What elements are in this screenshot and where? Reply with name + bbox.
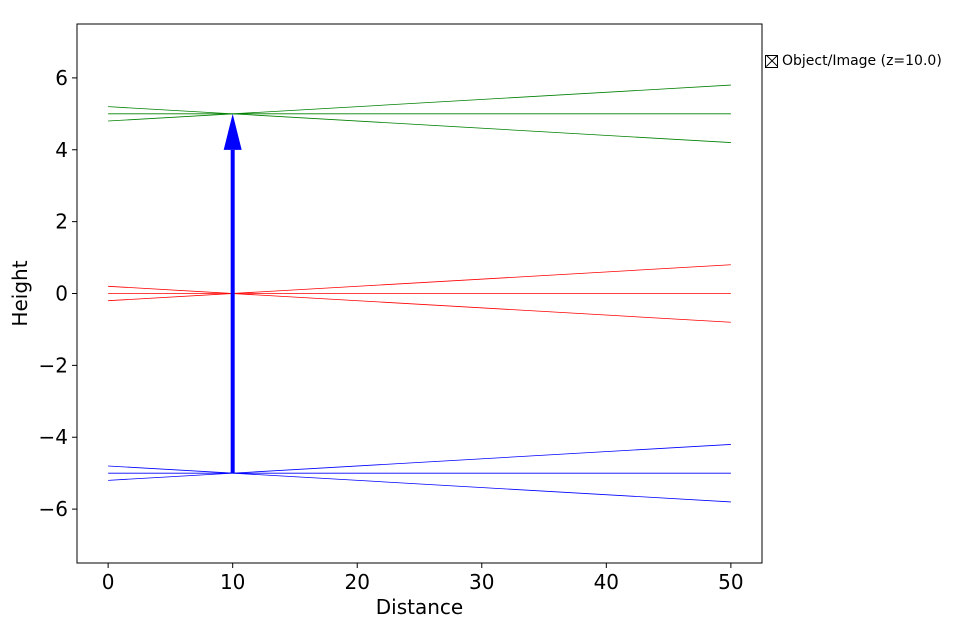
y-tick-label: 4 <box>55 138 68 162</box>
ray-line-2 <box>108 84 731 122</box>
legend: Object/Image (z=10.0) <box>765 53 942 69</box>
y-tick-label: 6 <box>55 66 68 90</box>
object-arrow-head <box>223 113 242 150</box>
legend-label: Object/Image (z=10.0) <box>782 53 942 69</box>
x-axis-ticks: 0 10 20 30 40 50 <box>102 563 744 594</box>
y-axis-label: Height <box>8 260 32 326</box>
x-tick-label: 0 <box>102 570 115 594</box>
y-tick-label: 2 <box>55 210 68 234</box>
y-tick-label: −6 <box>39 497 68 521</box>
ray-line-6 <box>108 465 731 503</box>
ray-line-8 <box>108 444 731 481</box>
x-tick-label: 50 <box>718 570 743 594</box>
x-tick-label: 30 <box>469 570 494 594</box>
object-arrow-layer <box>223 113 242 474</box>
y-tick-label: −2 <box>39 353 68 377</box>
x-axis-label: Distance <box>376 595 463 619</box>
x-tick-label: 40 <box>594 570 619 594</box>
y-tick-label: −4 <box>39 425 68 449</box>
y-axis-ticks: −6 −4 −2 0 2 4 6 <box>39 66 77 521</box>
y-tick-label: 0 <box>55 282 68 306</box>
x-tick-label: 20 <box>345 570 370 594</box>
legend-marker-icon <box>765 54 778 68</box>
rays-layer <box>108 84 731 503</box>
ray-line-0 <box>108 106 731 143</box>
x-tick-label: 10 <box>220 570 245 594</box>
ray-line-3 <box>108 285 731 323</box>
ray-line-5 <box>108 264 731 302</box>
